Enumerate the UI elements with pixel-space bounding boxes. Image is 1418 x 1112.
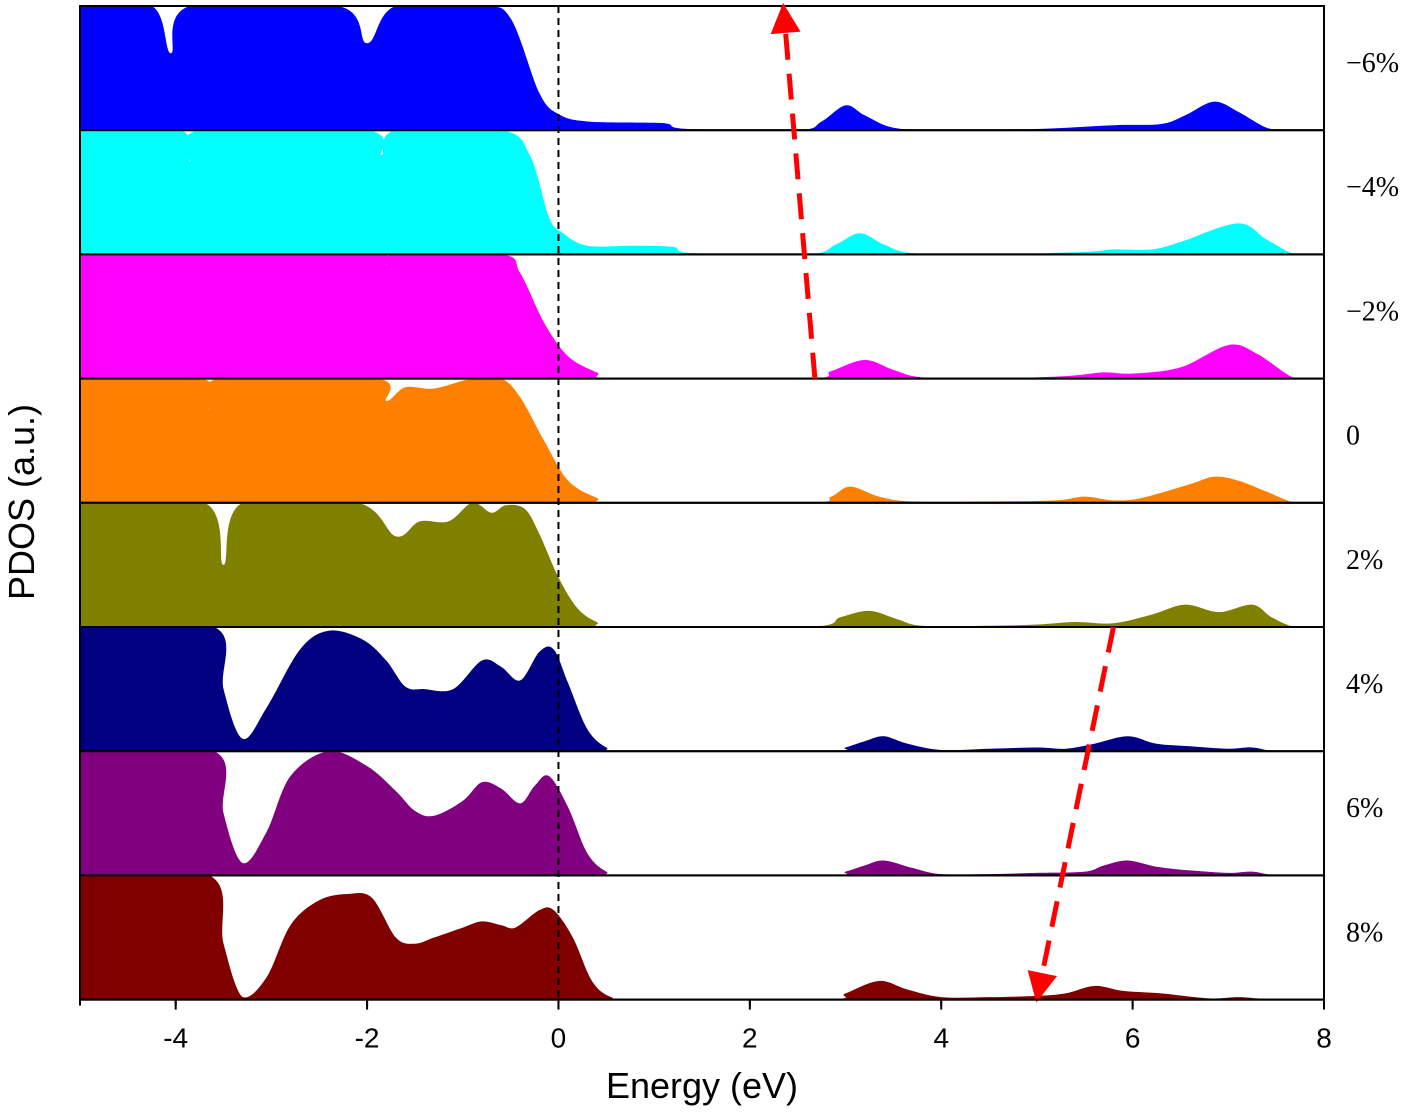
pdos-area-5	[80, 627, 1277, 752]
pdos-area-3	[80, 378, 1324, 503]
strain-label-5: 4%	[1346, 669, 1383, 700]
strain-label-3: 0	[1346, 421, 1360, 452]
arrow-band-shift-down	[1027, 626, 1116, 1003]
strain-label-2: −2%	[1346, 296, 1399, 327]
pdos-area-0	[80, 6, 1286, 131]
x-axis: -4 -2 0 2 4 6 8	[79, 998, 1332, 1054]
x-tick-label-5: 6	[1125, 1023, 1141, 1054]
x-tick-label-2: 0	[551, 1023, 567, 1054]
x-tick-label-1: -2	[355, 1023, 380, 1054]
arrow-band-shift-up	[770, 3, 818, 379]
x-tick-label-4: 4	[933, 1023, 949, 1054]
strain-label-4: 2%	[1346, 545, 1383, 576]
pdos-area-2	[80, 254, 1296, 379]
pdos-panels	[79, 5, 1325, 1001]
pdos-area-1	[80, 130, 1296, 255]
y-axis-title: PDOS (a.u.)	[1, 404, 42, 600]
shift-arrows	[770, 3, 1116, 1003]
pdos-area-6	[80, 751, 1324, 876]
x-tick-label-0: -4	[163, 1023, 188, 1054]
strain-label-0: −6%	[1346, 48, 1399, 79]
pdos-area-4	[80, 502, 1296, 627]
pdos-area-7	[80, 875, 1324, 1000]
x-tick-label-3: 2	[742, 1023, 758, 1054]
strain-labels: −6% −4% −2% 0 2% 4% 6% 8%	[1346, 48, 1399, 948]
strain-label-7: 8%	[1346, 917, 1383, 948]
x-axis-title: Energy (eV)	[606, 1065, 798, 1106]
x-tick-label-6: 8	[1316, 1023, 1332, 1054]
strain-label-6: 6%	[1346, 793, 1383, 824]
strain-label-1: −4%	[1346, 172, 1399, 203]
